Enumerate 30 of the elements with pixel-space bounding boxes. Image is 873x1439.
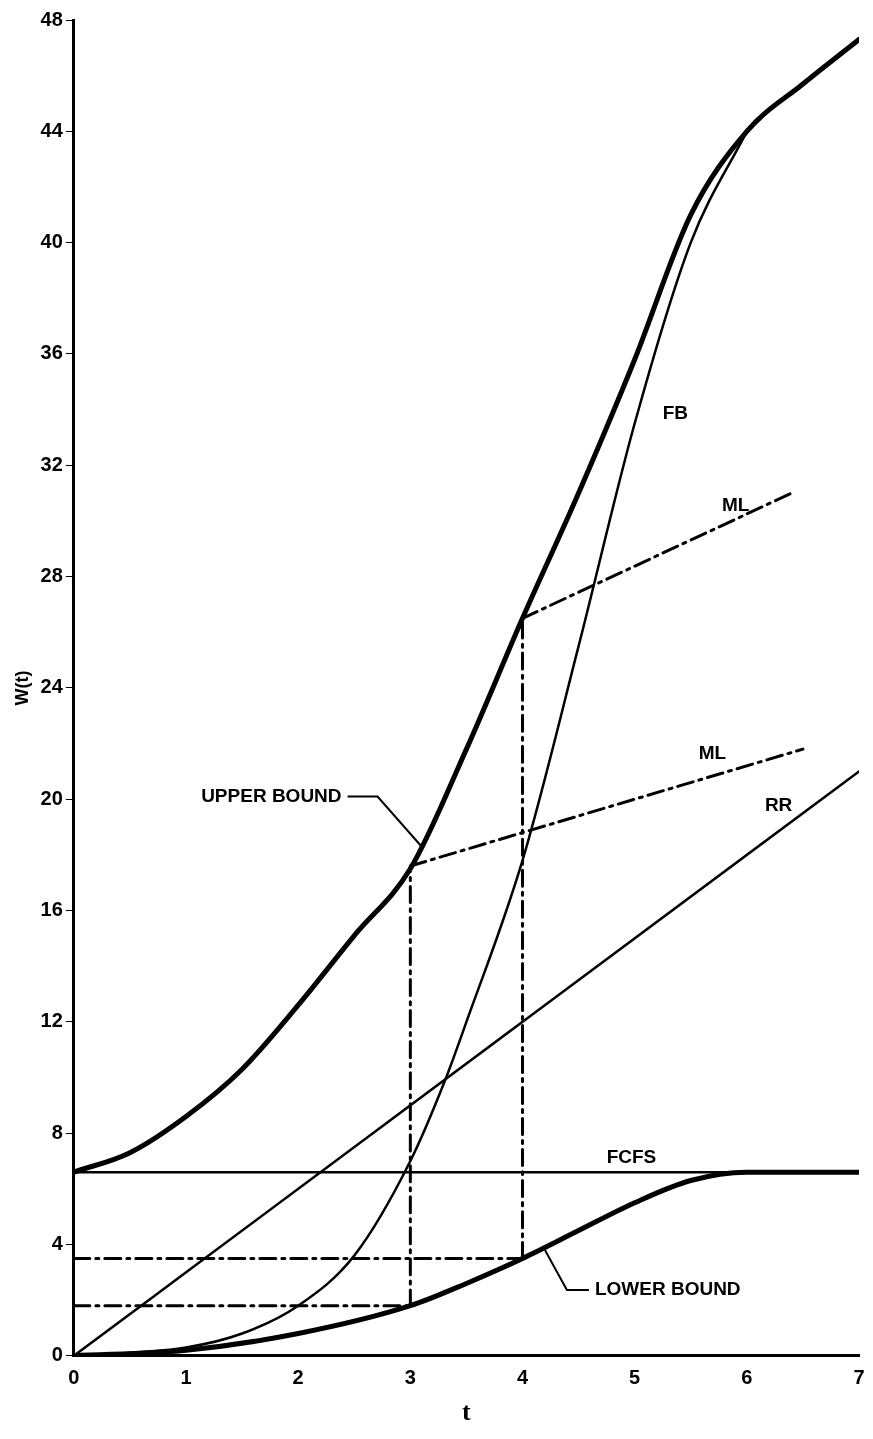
y-tick-label: 4: [51, 1232, 64, 1254]
y-tick-label: 12: [40, 1009, 63, 1032]
y-tick-label: 16: [40, 898, 63, 921]
x-tick-label: 4: [516, 1366, 529, 1389]
y-tick-label: 20: [40, 786, 63, 809]
y-tick-label: 32: [40, 452, 63, 475]
y-tick-label: 40: [40, 230, 63, 253]
y-tick-label: 44: [40, 118, 64, 141]
x-tick-label: 6: [741, 1366, 753, 1389]
annotation: UPPER BOUND: [201, 784, 342, 806]
x-tick-label: 1: [180, 1366, 192, 1389]
y-tick-label: 36: [40, 341, 63, 364]
annotation: FB: [662, 401, 688, 423]
x-axis-title: t: [462, 1397, 472, 1427]
y-tick-label: 8: [51, 1120, 63, 1143]
x-tick-label: 0: [68, 1366, 80, 1389]
y-tick-label: 48: [40, 7, 63, 30]
annotation: ML: [698, 742, 727, 764]
x-tick-label: 2: [292, 1366, 304, 1389]
y-tick-label: 28: [40, 564, 63, 587]
annotation: FCFS: [606, 1146, 657, 1168]
x-tick-label: 7: [853, 1366, 865, 1389]
annotation: RR: [764, 794, 793, 816]
y-axis-title: W(t): [11, 670, 32, 706]
annotation: LOWER BOUND: [594, 1278, 741, 1300]
x-tick-label: 3: [404, 1366, 416, 1389]
y-tick-label: 24: [40, 675, 64, 698]
y-tick-label: 0: [51, 1343, 63, 1366]
x-tick-label: 5: [629, 1366, 641, 1389]
annotation: ML: [721, 494, 750, 516]
